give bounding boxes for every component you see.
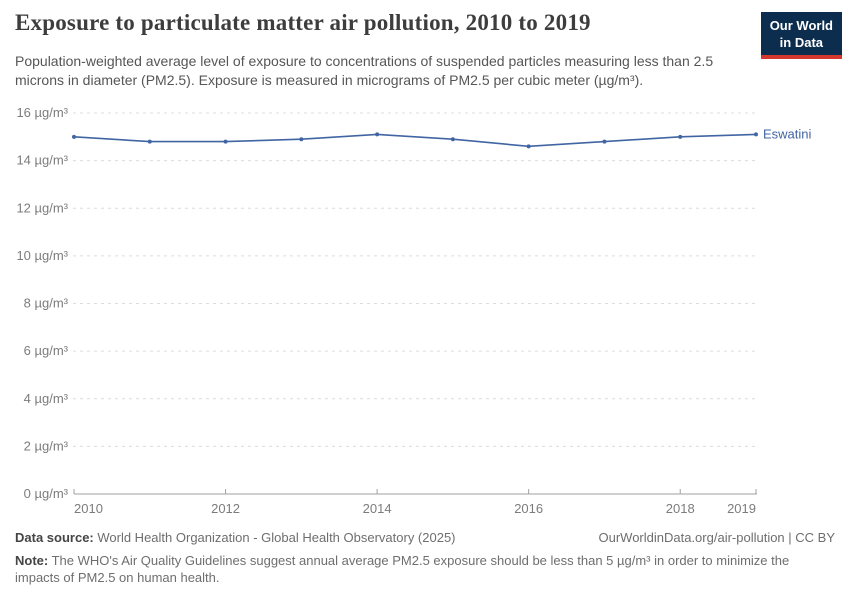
x-tick-label: 2016 (514, 501, 543, 516)
x-tick-label: 2014 (363, 501, 392, 516)
data-point (147, 139, 152, 144)
y-tick-label: 10 µg/m³ (16, 248, 68, 263)
note-label: Note: (15, 553, 49, 568)
y-tick-label: 12 µg/m³ (16, 200, 68, 215)
page-title: Exposure to particulate matter air pollu… (15, 10, 591, 35)
x-tick-label: 2010 (74, 501, 103, 516)
x-tick-label: 2012 (211, 501, 240, 516)
owid-logo: Our World in Data (760, 12, 842, 60)
data-point (299, 137, 304, 142)
note-value: The WHO's Air Quality Guidelines suggest… (15, 553, 790, 586)
data-source-text: Data source: World Health Organization -… (15, 530, 456, 545)
data-point (678, 134, 683, 139)
footer-note: Note: The WHO's Air Quality Guidelines s… (15, 552, 793, 587)
data-point (223, 139, 228, 144)
license-link[interactable]: OurWorldinData.org/air-pollution | CC BY (598, 530, 835, 545)
y-tick-label: 4 µg/m³ (24, 391, 69, 406)
data-point (450, 137, 455, 142)
owid-logo-line1: Our World (769, 18, 833, 33)
x-tick-label: 2018 (666, 501, 695, 516)
y-tick-label: 0 µg/m³ (24, 486, 69, 501)
y-tick-label: 8 µg/m³ (24, 296, 69, 311)
data-point (754, 132, 758, 137)
series-label-eswatini: Eswatini (763, 126, 812, 141)
y-tick-label: 2 µg/m³ (24, 438, 69, 453)
data-line (73, 133, 757, 148)
x-tick-label: 2019 (727, 501, 756, 516)
data-point (602, 139, 607, 144)
chart-subtitle: Population-weighted average level of exp… (15, 53, 714, 89)
line-chart: 0 µg/m³ 2 µg/m³ 4 µg/m³ 6 µg/m³ 8 µg/m³ 10 µg… (16, 105, 812, 516)
data-point (375, 132, 380, 137)
y-tick-label: 16 µg/m³ (16, 105, 68, 120)
data-source-label: Data source: (15, 530, 94, 545)
footer-source-row: Data source: World Health Organization -… (15, 530, 835, 545)
y-tick-label: 14 µg/m³ (16, 153, 68, 168)
data-point (72, 134, 76, 139)
owid-logo-line2: in Data (779, 34, 824, 50)
y-tick-label: 6 µg/m³ (24, 343, 69, 358)
data-point (526, 144, 531, 149)
data-source-value: World Health Organization - Global Healt… (93, 530, 456, 545)
